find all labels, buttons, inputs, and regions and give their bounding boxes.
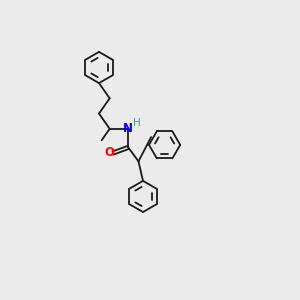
Text: O: O	[104, 146, 114, 160]
Text: H: H	[133, 118, 140, 128]
Text: N: N	[123, 122, 133, 135]
